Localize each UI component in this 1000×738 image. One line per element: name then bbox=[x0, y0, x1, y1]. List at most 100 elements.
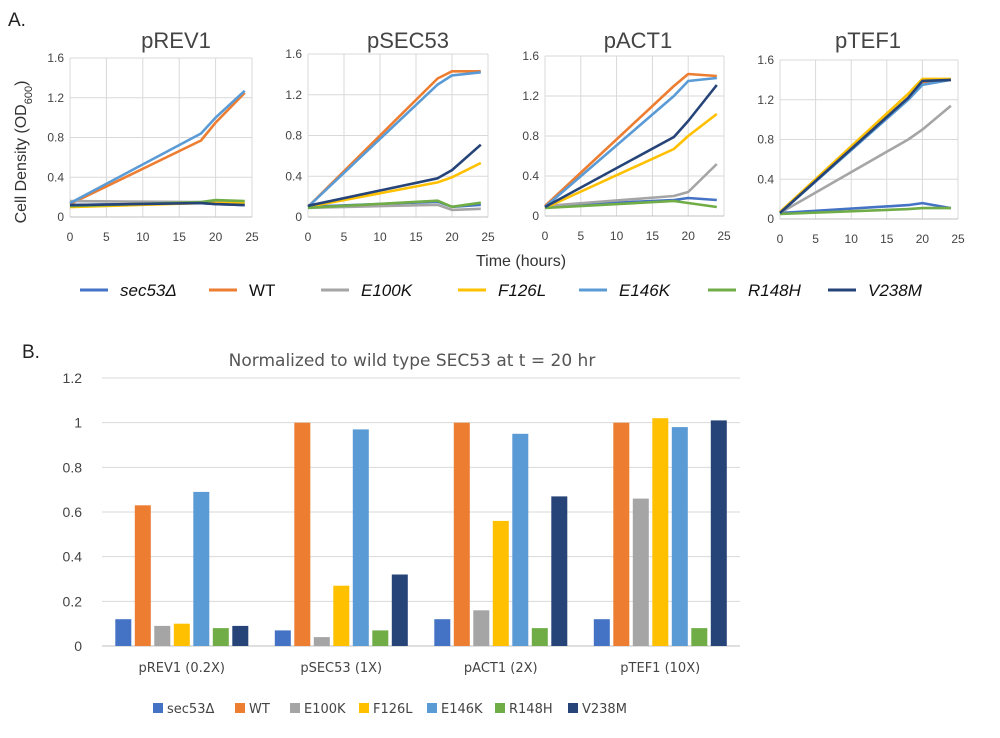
line-chart-ptef1: 0 0.4 0.8 1.2 1.6 0 5 10 15 20 25 pTEF1 bbox=[757, 28, 965, 246]
y-tick-label: 1 bbox=[74, 415, 82, 431]
legend-item-r148h: R148H bbox=[708, 281, 802, 300]
x-tick-label: 10 bbox=[373, 230, 387, 244]
bar-e100k bbox=[632, 498, 649, 646]
chart-title: Normalized to wild type SEC53 at t = 20 … bbox=[229, 351, 596, 371]
x-tick-label: 15 bbox=[409, 230, 423, 244]
x-tick-label: 25 bbox=[481, 230, 495, 244]
x-tick-label: 5 bbox=[812, 232, 819, 246]
bar-sec53delta bbox=[115, 619, 132, 646]
y-tick-label: 1.6 bbox=[285, 47, 302, 61]
legend-label: E100K bbox=[361, 281, 413, 300]
bar-f126l bbox=[173, 623, 190, 646]
bar-r148h bbox=[372, 630, 389, 646]
y-tick-label: 0.6 bbox=[63, 504, 83, 520]
legend-item-r148h: R148H bbox=[495, 702, 553, 717]
series-line-r148h bbox=[544, 199, 717, 210]
series-line-e100k bbox=[307, 203, 481, 212]
x-tick-label: 20 bbox=[209, 230, 223, 244]
x-tick-label: 0 bbox=[777, 232, 784, 246]
y-tick-label: 0.4 bbox=[522, 169, 539, 183]
series-line-e100k bbox=[779, 104, 952, 215]
y-tick-label: 1.2 bbox=[63, 370, 83, 386]
legend-item-f126l: F126L bbox=[359, 702, 413, 717]
category-label: pSEC53 (1X) bbox=[300, 661, 382, 676]
y-tick-label: 0.8 bbox=[285, 129, 302, 143]
legend-swatch bbox=[290, 703, 300, 713]
x-tick-label: 15 bbox=[646, 229, 660, 243]
x-tick-label: 20 bbox=[445, 230, 459, 244]
panel-b-legend: sec53Δ WT E100K F126L E146K R148H V238M bbox=[153, 702, 627, 717]
series-line-v238m bbox=[779, 78, 951, 214]
y-tick-label: 1.2 bbox=[285, 88, 302, 102]
legend-item-sec53delta: sec53Δ bbox=[80, 281, 177, 300]
legend-item-f126l: F126L bbox=[458, 281, 546, 300]
y-tick-label: 0.4 bbox=[47, 170, 64, 184]
x-tick-label: 15 bbox=[880, 232, 894, 246]
panel-b-label: B. bbox=[22, 342, 40, 363]
y-tick-label: 0 bbox=[74, 638, 82, 654]
series-line-wt bbox=[307, 70, 481, 208]
x-tick-label: 10 bbox=[136, 230, 150, 244]
y-tick-label: 0.8 bbox=[47, 131, 64, 145]
bar-wt bbox=[453, 422, 470, 646]
x-tick-label: 5 bbox=[341, 230, 348, 244]
bar-r148h bbox=[531, 628, 548, 646]
category-label: pREV1 (0.2X) bbox=[138, 661, 225, 676]
x-tick-label: 15 bbox=[173, 230, 187, 244]
series-line-wt bbox=[69, 91, 246, 206]
x-tick-label: 10 bbox=[610, 229, 624, 243]
panel-a-legend: sec53Δ WT E100K F126L E146K R148H V238M bbox=[80, 281, 923, 300]
y-tick-label: 1.6 bbox=[522, 49, 539, 63]
series-line-wt bbox=[544, 72, 717, 207]
category-label: pTEF1 (10X) bbox=[620, 661, 700, 676]
y-tick-label: 1.2 bbox=[47, 91, 64, 105]
y-tick-label: 0 bbox=[295, 210, 302, 224]
legend-item-e100k: E100K bbox=[290, 702, 346, 717]
legend-swatch bbox=[568, 703, 578, 713]
y-tick-label: 0.4 bbox=[757, 172, 774, 186]
y-tick-label: 0.8 bbox=[63, 459, 83, 475]
series-line-e146k bbox=[544, 76, 717, 208]
legend-item-wt: WT bbox=[209, 281, 275, 300]
y-tick-label: 0.2 bbox=[63, 593, 83, 609]
bar-r148h bbox=[691, 628, 708, 646]
legend-label: E146K bbox=[619, 281, 671, 300]
x-tick-label: 20 bbox=[682, 229, 696, 243]
y-tick-label: 0.8 bbox=[757, 133, 774, 147]
bar-sec53delta bbox=[434, 619, 451, 646]
y-tick-label: 0 bbox=[767, 212, 774, 226]
bar-e100k bbox=[313, 637, 330, 646]
bar-sec53delta bbox=[274, 630, 291, 646]
x-tick-label: 5 bbox=[103, 230, 110, 244]
panel-a-label: A. bbox=[8, 10, 26, 31]
bar-v238m bbox=[551, 496, 568, 646]
chart-title: pACT1 bbox=[604, 28, 672, 53]
legend-label: R148H bbox=[748, 281, 802, 300]
y-tick-label: 0.8 bbox=[522, 129, 539, 143]
x-tick-label: 0 bbox=[67, 230, 74, 244]
x-tick-label: 25 bbox=[717, 229, 731, 243]
x-axis-title: Time (hours) bbox=[476, 253, 566, 270]
bar-r148h bbox=[212, 628, 229, 646]
bar-v238m bbox=[232, 625, 249, 646]
legend-item-v238m: V238M bbox=[568, 702, 627, 717]
legend-swatch bbox=[235, 703, 245, 713]
legend-swatch bbox=[153, 703, 163, 713]
y-tick-label: 0 bbox=[532, 209, 539, 223]
legend-item-e146k: E146K bbox=[427, 702, 483, 717]
bar-group-psec53-1x: pSEC53 (1X) bbox=[274, 422, 408, 676]
panel-a-line-charts: 0 0.4 0.8 1.2 1.6 0 5 10 15 20 25 pREV1 0 0.4 0.8 1.2 1.… bbox=[13, 28, 965, 270]
bar-wt bbox=[294, 422, 311, 646]
legend-label: F126L bbox=[373, 702, 413, 717]
legend-label: E100K bbox=[304, 702, 346, 717]
legend-label: E146K bbox=[441, 702, 483, 717]
bar-e146k bbox=[352, 429, 369, 646]
x-tick-label: 20 bbox=[916, 232, 930, 246]
line-chart-psec53: 0 0.4 0.8 1.2 1.6 0 5 10 15 20 25 pSEC53 bbox=[285, 28, 495, 244]
bar-v238m bbox=[391, 574, 408, 646]
series-line-sec53delta bbox=[779, 201, 952, 215]
bar-wt bbox=[134, 505, 151, 646]
chart-title: pSEC53 bbox=[367, 28, 449, 53]
legend-swatch bbox=[359, 703, 369, 713]
